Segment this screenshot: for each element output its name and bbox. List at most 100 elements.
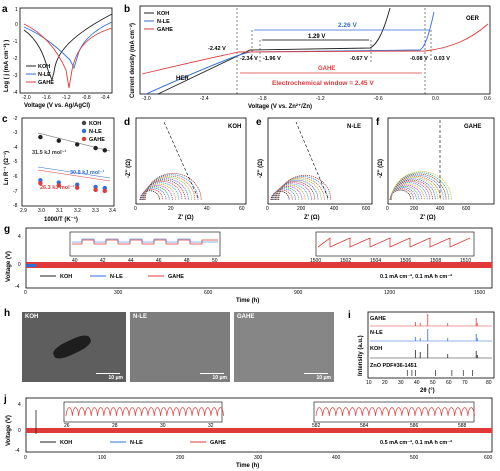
sem-scalebar-text-koh: 10 μm — [108, 375, 123, 381]
ylabel-j: Voltage (V) — [6, 415, 12, 446]
curve-b-koh — [157, 7, 391, 95]
inset-j-1 — [63, 401, 223, 423]
title-e: N-LE — [347, 124, 361, 130]
tick-j-i1-3: 32 — [208, 423, 214, 429]
panel-label-f: f — [376, 117, 380, 128]
tick-e-x3: 600 — [362, 206, 371, 212]
panel-label-b: b — [124, 4, 130, 15]
condition-j: 0.5 mA cm⁻², 0.1 mA h cm⁻² — [380, 439, 452, 446]
tick-j-y2: 4 — [18, 402, 21, 408]
tick-a-y1: -3 — [13, 73, 18, 79]
tick-i-x7: 80 — [486, 380, 492, 386]
ylabel-a: Log ( j (mA cm⁻²) ) — [3, 40, 10, 92]
xlabel-j: Time (h) — [236, 463, 259, 469]
panel-b: b 2.26 V 1.29 V GAHE -2.42 V -2.34 V -1.… — [124, 4, 491, 110]
tick-g-i1-3: 46 — [156, 258, 162, 264]
point-c-koh-3 — [93, 145, 98, 151]
tick-j-x3: 300 — [254, 455, 263, 461]
legend-b: KOH N-LE GAHE — [144, 11, 173, 33]
tick-c-y4: -4 — [13, 145, 18, 151]
tick-j-i2-3: 588 — [458, 423, 467, 429]
d-arc-0 — [139, 190, 160, 201]
point-c-gahe-4 — [102, 188, 108, 194]
legend-g-nle: N-LE — [110, 274, 123, 280]
title-d: KOH — [228, 124, 241, 130]
point-c-gahe-3 — [93, 187, 98, 193]
tick-g-x0: 0 — [24, 290, 27, 296]
panel-label-a: a — [2, 4, 8, 15]
tick-d-x3: 60 — [239, 206, 245, 212]
tick-g-i1-1: 42 — [100, 258, 106, 264]
tick-a-y0: -4 — [13, 90, 18, 96]
tick-i-x6: 70 — [462, 380, 468, 386]
f-arc-15 — [391, 171, 452, 201]
panel-label-c: c — [2, 114, 8, 125]
label-i-gahe: GAHE — [370, 316, 386, 322]
tick-d-x1: 20 — [168, 206, 174, 212]
f-arc-14 — [391, 172, 450, 201]
tick-d-x2: 40 — [204, 206, 210, 212]
xlabel-d: Z' (Ω) — [178, 215, 194, 221]
panel-f: f GAHE 0 200 400 600 Z' (Ω) -Z'' (Ω) — [376, 117, 495, 221]
point-c-koh-0 — [38, 134, 43, 140]
sem-label-gahe: GAHE — [237, 314, 255, 320]
sem-scalebar-gahe — [304, 372, 328, 374]
xlabel-e: Z' (Ω) — [304, 215, 320, 221]
point-c-gahe-2 — [75, 185, 80, 190]
legend-g-koh: KOH — [60, 274, 72, 280]
legend-j-gahe: GAHE — [210, 440, 226, 446]
tick-e-x1: 200 — [297, 206, 306, 212]
tick-c-x3: 3.2 — [74, 208, 81, 214]
panel-g: g 40 42 44 46 48 50 1500 1502 1504 1506 … — [4, 224, 493, 304]
d-arc-4 — [141, 185, 173, 201]
point-c-gahe-1 — [56, 183, 61, 188]
tick-e-x2: 400 — [330, 206, 339, 212]
curve-b-gahe — [141, 23, 489, 75]
legend-c-nle: N-LE — [89, 129, 102, 135]
tick-g-i1-2: 44 — [128, 258, 134, 264]
annot-b-her: HER — [176, 76, 189, 82]
panel-label-j: j — [3, 394, 7, 405]
label-i-zno: ZnO PDF#36-1451 — [370, 363, 417, 369]
annot-c-koh: 31.5 kJ mol⁻¹ — [32, 149, 67, 156]
title-f: GAHE — [464, 124, 481, 130]
annot-b-m0.08: -0.08 V — [410, 56, 428, 62]
ylabel-g: Voltage (V) — [6, 251, 12, 282]
panel-j: j 26 28 30 32 582 584 586 588 KOH N-LE G… — [3, 394, 493, 469]
legend-b-nle: N-LE — [157, 19, 170, 25]
sem-crack — [50, 332, 94, 362]
annot-b-m2.34: -2.34 V — [240, 56, 258, 62]
legend-c-gahe: GAHE — [89, 137, 105, 143]
d-arc-1 — [140, 189, 164, 201]
panel-a: a KOH N-LE GAHE -2.0 -1.6 -1.2 -0.8 -0.4… — [2, 4, 113, 109]
tick-f-x1: 200 — [410, 206, 419, 212]
d-arc-11 — [144, 175, 196, 201]
label-i-koh: KOH — [370, 346, 382, 352]
tick-j-i1-2: 30 — [160, 423, 166, 429]
legend-j-nle: N-LE — [130, 440, 143, 446]
ylabel-c: Ln R⁻¹ (Ω⁻¹) — [3, 151, 10, 185]
legend-b-koh: KOH — [157, 11, 169, 17]
sem-scalebar-koh — [96, 372, 120, 374]
f-arc-3 — [389, 185, 420, 201]
panel-label-h: h — [4, 308, 10, 319]
annot-b-1.29: 1.29 V — [308, 34, 325, 40]
tick-b-x6: 0.6 — [484, 96, 491, 102]
tick-j-x5: 500 — [410, 455, 419, 461]
e-arc-2 — [271, 188, 296, 201]
annot-b-0.03: 0.03 V — [434, 56, 450, 62]
tick-i-x3: 40 — [414, 380, 420, 386]
sem-image-gahe: GAHE 10 μm — [234, 312, 334, 382]
panel-label-i: i — [348, 310, 351, 321]
inset-j-1-gahe — [65, 407, 224, 417]
panel-label-d: d — [124, 117, 130, 128]
annot-b-window: Electrochemical window = 2.45 V — [272, 80, 374, 87]
panel-i: i GAHE N-LE KOH ZnO PDF#36-1451 10 20 30… — [348, 310, 495, 394]
xlabel-b: Voltage (V vs. Zn²⁺/Zn) — [248, 103, 312, 110]
tick-j-i1-0: 26 — [64, 423, 70, 429]
tick-c-x2: 3.1 — [56, 208, 63, 214]
e-arc-7 — [274, 182, 312, 201]
tick-a-y3: -1 — [13, 39, 18, 45]
tick-i-x1: 20 — [382, 380, 388, 386]
